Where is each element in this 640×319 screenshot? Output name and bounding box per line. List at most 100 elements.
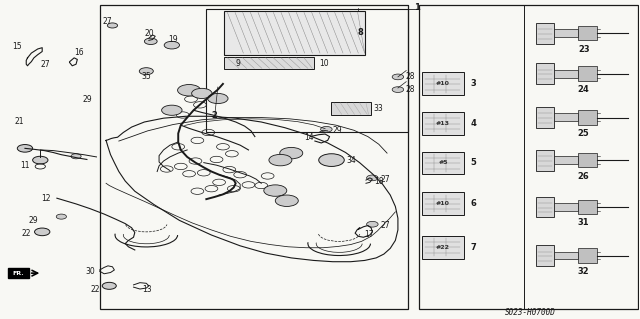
Circle shape xyxy=(264,185,287,196)
Bar xyxy=(224,57,314,69)
Circle shape xyxy=(17,145,33,152)
Circle shape xyxy=(321,126,332,132)
Bar xyxy=(332,102,371,115)
Bar xyxy=(206,9,408,132)
Circle shape xyxy=(102,282,116,289)
Text: 35: 35 xyxy=(141,72,151,81)
Text: 7: 7 xyxy=(470,243,476,252)
Bar xyxy=(224,11,365,55)
Circle shape xyxy=(108,23,118,28)
Circle shape xyxy=(191,88,212,99)
Text: 20: 20 xyxy=(145,29,154,38)
Text: 22: 22 xyxy=(22,229,31,238)
Text: 27: 27 xyxy=(103,17,113,26)
Bar xyxy=(554,252,578,259)
Text: 4: 4 xyxy=(470,119,476,128)
Circle shape xyxy=(275,195,298,206)
Bar xyxy=(578,153,597,167)
Text: 22: 22 xyxy=(90,285,100,293)
Text: 27: 27 xyxy=(380,174,390,184)
Text: 29: 29 xyxy=(333,126,342,135)
Bar xyxy=(419,5,638,309)
Text: 13: 13 xyxy=(143,285,152,294)
Text: 26: 26 xyxy=(578,172,589,181)
Circle shape xyxy=(269,154,292,166)
Bar xyxy=(554,29,578,37)
Text: 1: 1 xyxy=(415,3,420,12)
Bar xyxy=(578,200,597,214)
Bar xyxy=(554,114,578,121)
Text: 8: 8 xyxy=(357,28,363,37)
Text: 17: 17 xyxy=(365,230,374,239)
Bar xyxy=(536,197,554,217)
Circle shape xyxy=(319,154,344,167)
Bar xyxy=(422,192,464,215)
Text: 11: 11 xyxy=(20,161,29,170)
Text: 33: 33 xyxy=(374,104,383,113)
Text: 18: 18 xyxy=(374,176,384,186)
Bar xyxy=(578,26,597,41)
Circle shape xyxy=(392,87,404,93)
Bar xyxy=(422,236,464,258)
Text: 3: 3 xyxy=(470,79,476,88)
Circle shape xyxy=(140,68,154,75)
Bar xyxy=(536,63,554,84)
Bar xyxy=(554,203,578,211)
Text: 31: 31 xyxy=(578,219,589,227)
Bar xyxy=(422,112,464,135)
Text: 23: 23 xyxy=(578,45,589,54)
Text: 28: 28 xyxy=(406,72,415,81)
Text: 10: 10 xyxy=(319,59,328,68)
Text: 9: 9 xyxy=(236,59,241,68)
Circle shape xyxy=(56,214,67,219)
Bar xyxy=(554,156,578,164)
Text: 27: 27 xyxy=(380,221,390,230)
Bar xyxy=(536,107,554,128)
Text: 21: 21 xyxy=(15,117,24,127)
Bar xyxy=(422,152,464,174)
Circle shape xyxy=(145,38,157,45)
Bar xyxy=(578,110,597,124)
Text: #5: #5 xyxy=(438,160,448,166)
Circle shape xyxy=(367,175,378,181)
Text: 29: 29 xyxy=(28,216,38,225)
Text: 12: 12 xyxy=(41,194,51,203)
Text: #13: #13 xyxy=(436,121,450,126)
Text: 14: 14 xyxy=(304,133,314,142)
Text: 32: 32 xyxy=(578,267,589,276)
Circle shape xyxy=(367,221,378,227)
Bar xyxy=(536,150,554,171)
Text: 29: 29 xyxy=(83,95,92,104)
Text: #10: #10 xyxy=(436,201,450,206)
Text: 28: 28 xyxy=(406,85,415,94)
Circle shape xyxy=(392,74,404,80)
Text: FR.: FR. xyxy=(13,271,24,276)
Text: 27: 27 xyxy=(40,60,50,69)
Bar xyxy=(536,23,554,44)
Text: 25: 25 xyxy=(578,129,589,138)
Text: 24: 24 xyxy=(578,85,589,94)
Circle shape xyxy=(162,105,182,115)
Circle shape xyxy=(164,41,179,49)
Text: #10: #10 xyxy=(436,81,450,86)
Text: #22: #22 xyxy=(436,245,450,249)
Circle shape xyxy=(207,93,228,104)
Circle shape xyxy=(71,154,81,159)
Text: 2: 2 xyxy=(211,110,218,120)
Bar xyxy=(100,5,408,309)
Text: 6: 6 xyxy=(470,199,476,208)
Text: 34: 34 xyxy=(347,156,356,165)
Circle shape xyxy=(177,85,200,96)
Text: S023-H0700D: S023-H0700D xyxy=(506,308,556,317)
Circle shape xyxy=(280,147,303,159)
Text: 16: 16 xyxy=(74,48,84,57)
Text: 5: 5 xyxy=(470,159,476,167)
Bar xyxy=(578,66,597,81)
Circle shape xyxy=(33,156,48,164)
Bar xyxy=(8,268,29,278)
Text: 19: 19 xyxy=(168,35,178,44)
Text: 30: 30 xyxy=(86,267,95,276)
Bar xyxy=(422,72,464,95)
Bar xyxy=(554,70,578,78)
Text: 15: 15 xyxy=(12,42,22,51)
